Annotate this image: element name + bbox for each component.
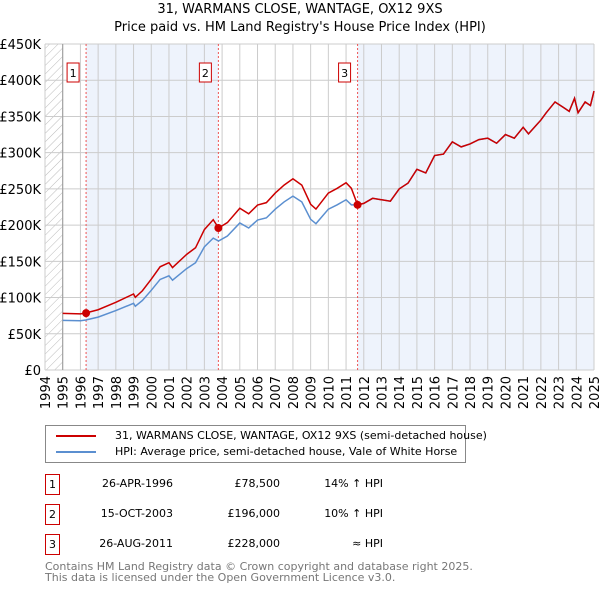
sale-date: 15-OCT-2003 [100, 507, 173, 520]
sale-date: 26-AUG-2011 [99, 537, 173, 550]
sale-number: 3 [45, 534, 60, 555]
x-tick-label: 2001 [163, 376, 178, 409]
x-tick-label: 2022 [535, 376, 550, 409]
sale-row: 1 26-APR-1996 £78,500 14% ↑ HPI [45, 474, 485, 496]
x-tick-label: 1995 [57, 376, 72, 409]
legend-label: 31, WARMANS CLOSE, WANTAGE, OX12 9XS (se… [115, 429, 487, 442]
sale-label: 3 [341, 67, 348, 80]
x-tick-label: 2015 [411, 376, 426, 409]
footer-line-1: Contains HM Land Registry data © Crown c… [45, 560, 473, 573]
sale-label: 2 [202, 67, 209, 80]
footer-line-2: This data is licensed under the Open Gov… [45, 571, 396, 584]
x-tick-label: 2004 [216, 376, 231, 409]
x-tick-label: 2009 [305, 376, 320, 409]
y-tick-label: £300K [0, 147, 41, 162]
legend-label: HPI: Average price, semi-detached house,… [115, 445, 458, 458]
legend-swatch [56, 451, 96, 453]
x-tick-label: 2006 [252, 376, 267, 409]
x-tick-label: 2017 [446, 376, 461, 409]
x-tick-label: 2020 [499, 376, 514, 409]
y-tick-label: £50K [8, 328, 42, 343]
x-tick-label: 1997 [92, 376, 107, 409]
x-tick-label: 1999 [128, 376, 143, 409]
y-tick-label: £100K [0, 292, 41, 307]
x-tick-label: 2002 [181, 376, 196, 409]
y-tick-label: £0 [24, 364, 41, 379]
x-tick-label: 2014 [393, 376, 408, 409]
shaded-band [357, 44, 594, 370]
sale-point [353, 200, 362, 209]
x-tick-label: 2016 [429, 376, 444, 409]
x-tick-label: 1998 [110, 376, 125, 409]
sale-price: £228,000 [227, 537, 281, 550]
x-tick-label: 1994 [39, 376, 54, 409]
no-data-hatch [45, 44, 63, 370]
sale-date: 26-APR-1996 [101, 477, 173, 490]
x-tick-label: 2003 [198, 376, 213, 409]
x-tick-label: 2018 [464, 376, 479, 409]
x-tick-label: 2019 [482, 376, 497, 409]
x-tick-label: 2024 [570, 376, 585, 409]
x-tick-label: 2012 [358, 376, 373, 409]
price-chart: £0 £50K £100K £150K £200K £250K £300K £350K £400… [0, 38, 600, 409]
y-tick-label: £350K [0, 110, 41, 125]
x-tick-label: 2013 [375, 376, 390, 409]
y-tick-label: £450K [0, 38, 41, 53]
x-tick-label: 2021 [517, 376, 532, 409]
sale-label: 1 [70, 67, 77, 80]
y-tick-label: £250K [0, 183, 41, 198]
chart-title: 31, WARMANS CLOSE, WANTAGE, OX12 9XS [157, 2, 443, 17]
sale-point [214, 224, 223, 233]
shaded-band [86, 44, 219, 370]
x-tick-label: 2008 [287, 376, 302, 409]
sale-label-box [198, 62, 212, 83]
x-tick-label: 2007 [269, 376, 284, 409]
legend: 31, WARMANS CLOSE, WANTAGE, OX12 9XS (se… [45, 425, 487, 463]
legend-swatch [56, 435, 96, 437]
y-tick-label: £400K [0, 74, 41, 89]
x-tick-label: 1996 [74, 376, 89, 409]
sale-price: £196,000 [227, 507, 281, 520]
chart-subtitle: Price paid vs. HM Land Registry's House … [114, 20, 486, 35]
sale-number: 1 [45, 474, 60, 495]
sale-row: 3 26-AUG-2011 £228,000 ≈ HPI [45, 534, 485, 556]
sale-hpi-comparison: 14% ↑ HPI [324, 477, 383, 490]
sale-price: £78,500 [234, 477, 281, 490]
x-tick-label: 2000 [145, 376, 160, 409]
sale-row: 2 15-OCT-2003 £196,000 10% ↑ HPI [45, 504, 485, 526]
sale-hpi-comparison: ≈ HPI [352, 537, 383, 550]
x-tick-label: 2005 [234, 376, 249, 409]
sale-hpi-comparison: 10% ↑ HPI [324, 507, 383, 520]
x-tick-label: 2023 [553, 376, 568, 409]
y-tick-label: £150K [0, 255, 41, 270]
x-tick-label: 2025 [588, 376, 600, 409]
sale-label-box [338, 62, 352, 83]
property-price-line [62, 90, 595, 315]
x-tick-label: 2010 [322, 376, 337, 409]
sale-number: 2 [45, 504, 60, 525]
y-tick-label: £200K [0, 219, 41, 234]
sale-label-box [66, 62, 80, 83]
sale-point [82, 309, 91, 318]
x-tick-label: 2011 [340, 376, 355, 409]
